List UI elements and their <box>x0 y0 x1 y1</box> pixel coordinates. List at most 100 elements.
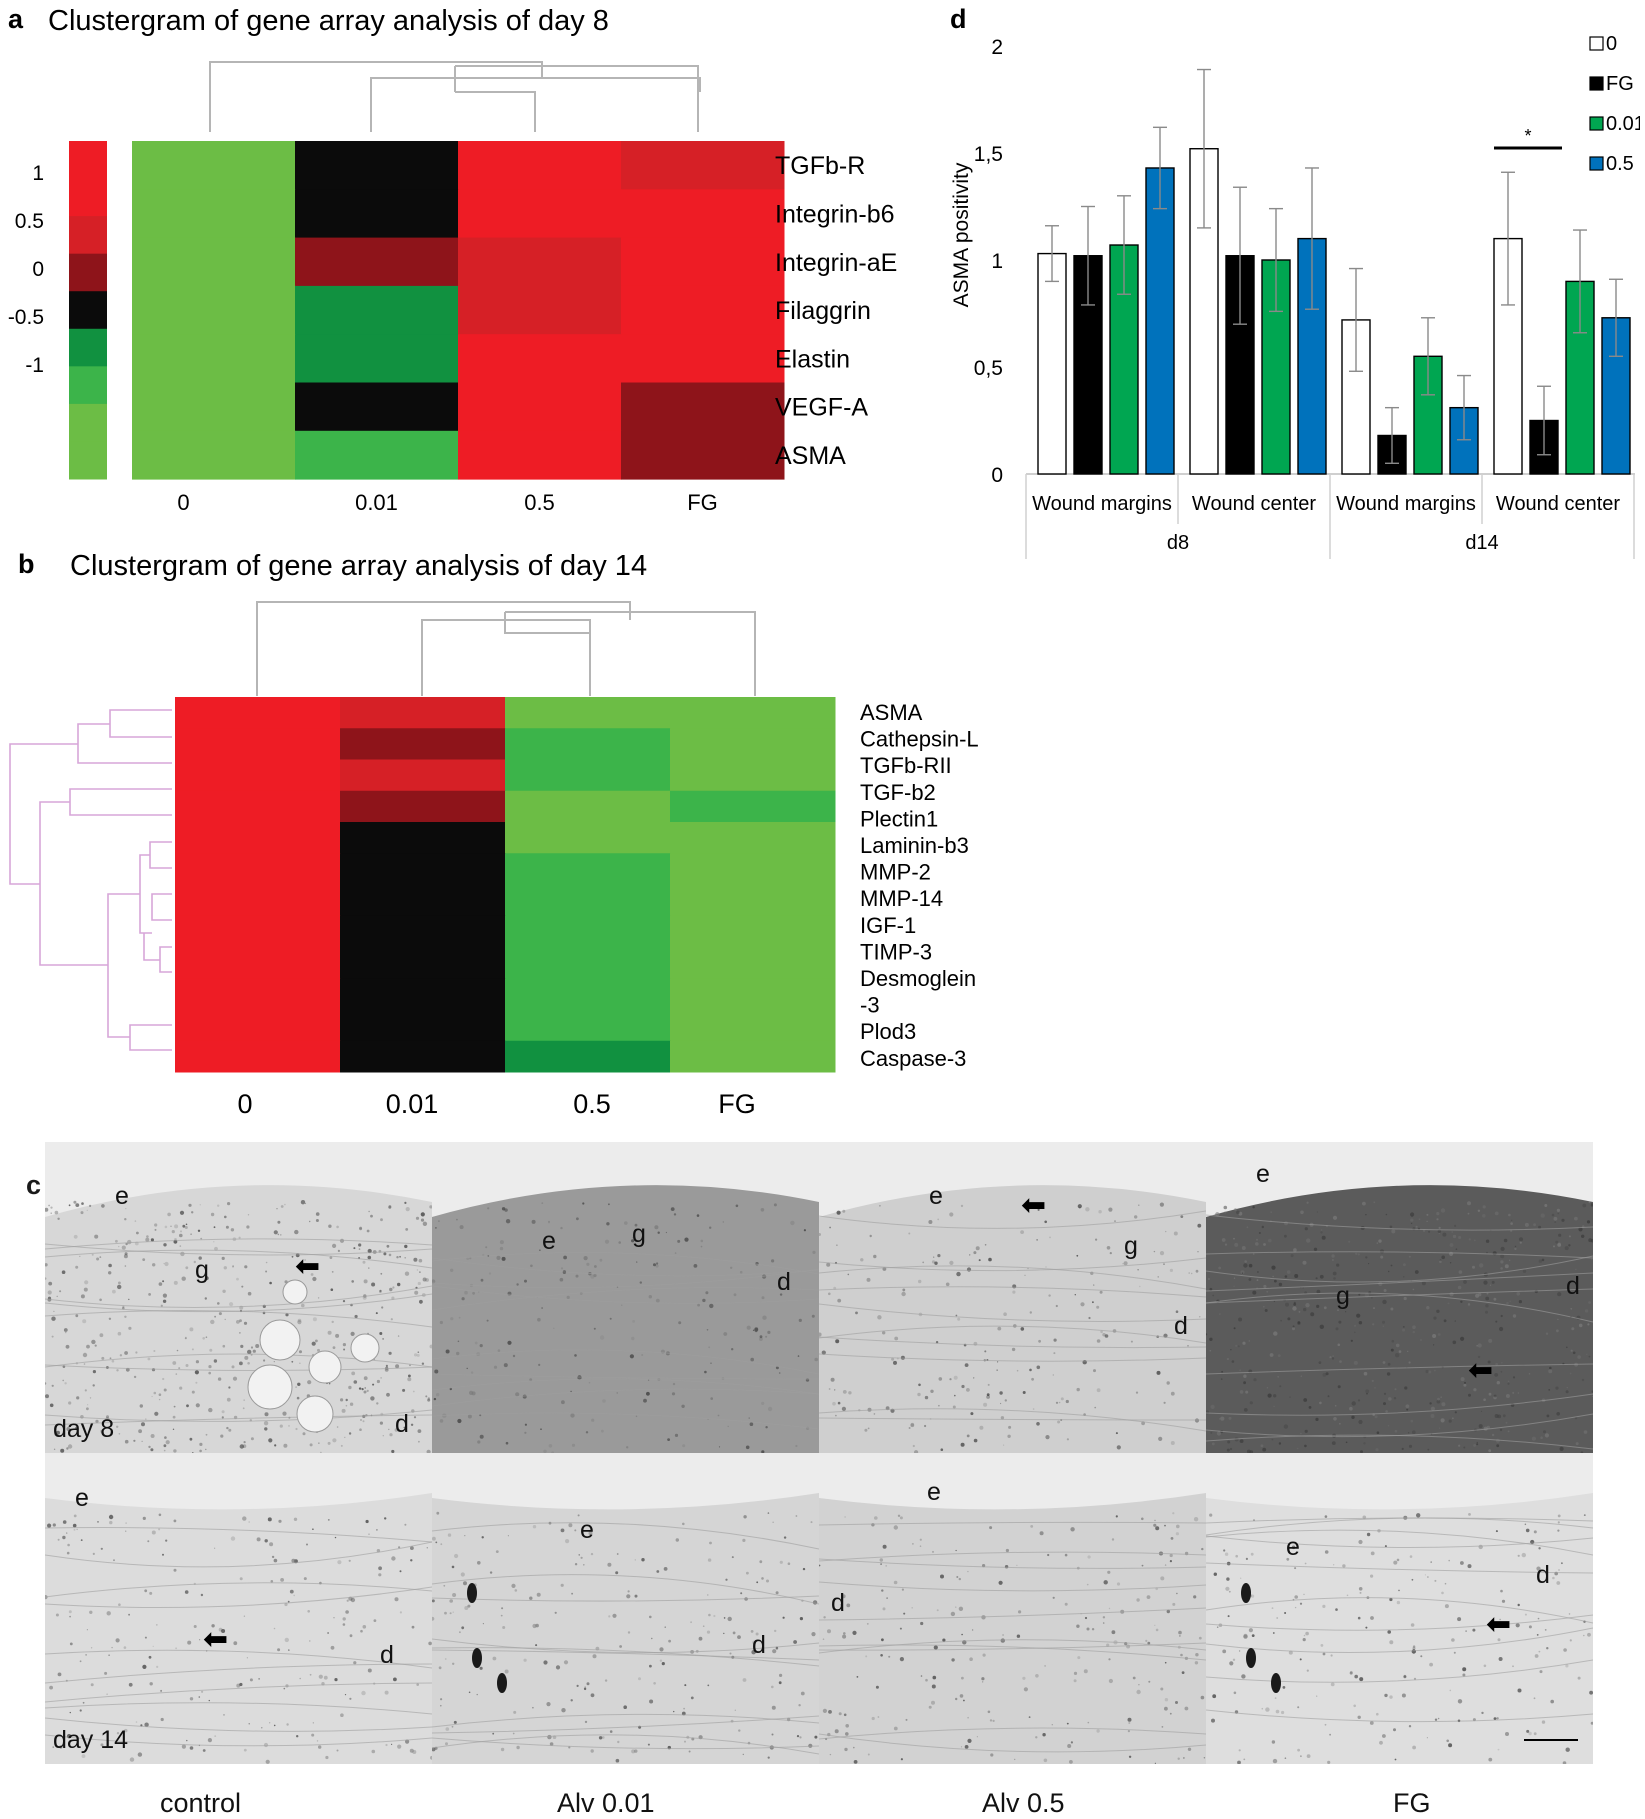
tissue-layer-label: d <box>395 1410 409 1438</box>
arrow-indicator-icon: ⬅ <box>203 1623 229 1656</box>
heatmap-cell <box>132 382 296 432</box>
panel-d-letter: d <box>950 4 967 34</box>
row-label: Cathepsin-L <box>860 727 979 752</box>
column-label: 0 <box>237 1089 252 1119</box>
heatmap-cell <box>458 285 622 335</box>
row-label: Desmoglein <box>860 966 976 991</box>
panel-d-y-axis-label: ASMA positivity <box>950 162 973 307</box>
x-group-label: d8 <box>1167 532 1189 554</box>
tissue-texture <box>819 1142 1206 1453</box>
scale-swatch <box>69 178 107 217</box>
tissue-texture <box>819 1453 1206 1764</box>
column-label: 0 <box>177 490 189 515</box>
heatmap-cell <box>621 430 785 480</box>
heatmap-cell <box>295 141 459 190</box>
legend-label: 0.5 <box>1606 153 1634 175</box>
panel-a-heatmap <box>132 141 785 480</box>
panel-a-dendrogram <box>209 61 701 132</box>
heatmap-cell <box>670 1040 836 1073</box>
heatmap-cell <box>340 1040 506 1073</box>
heatmap-cell <box>132 430 296 480</box>
row-label: Caspase-3 <box>860 1046 966 1071</box>
heatmap-cell <box>670 947 836 979</box>
heatmap-cell <box>458 237 622 287</box>
heatmap-cell <box>505 978 671 1010</box>
bar <box>1037 252 1067 475</box>
row-label: TGF-b2 <box>860 780 936 805</box>
panel-b-row-dendrogram <box>9 709 172 1051</box>
heatmap-cell <box>175 697 341 729</box>
x-category-label: Wound margins <box>1032 493 1172 515</box>
panel-d-axes: 0 0,5 1 1,5 2 Wound margins Wound center Wound … <box>974 36 1635 559</box>
panel-d-bar-chart: d 0 0,5 1 1,5 2 Wound margins Wound center Woun… <box>950 4 1640 559</box>
legend-swatch <box>1589 76 1604 91</box>
panel-a-row-labels: TGFb-R Integrin-b6 Integrin-aE Filaggrin Ela… <box>775 152 897 470</box>
legend-label: 0.01 <box>1606 113 1640 135</box>
heatmap-cell <box>670 697 836 729</box>
heatmap-cell <box>458 382 622 432</box>
heatmap-cell <box>670 884 836 917</box>
day-row-label: day 8 <box>53 1415 115 1443</box>
heatmap-cell <box>295 430 459 480</box>
row-label: ASMA <box>860 700 923 725</box>
heatmap-cell <box>621 334 785 383</box>
heatmap-cell <box>340 884 506 917</box>
y-tick-label: 0,5 <box>974 357 1003 380</box>
panel-b-column-dendrogram <box>256 601 756 696</box>
panel-a-clustergram-day8: a Clustergram of gene array analysis of … <box>8 4 897 515</box>
row-label: Plod3 <box>860 1019 916 1044</box>
heatmap-cell <box>340 697 506 729</box>
scale-tick-label: -0.5 <box>8 306 44 329</box>
y-tick-label: 1 <box>991 250 1003 273</box>
panel-a-title: Clustergram of gene array analysis of da… <box>48 5 609 37</box>
panel-a-letter: a <box>8 4 24 34</box>
heatmap-cell <box>505 759 671 792</box>
row-label: TIMP-3 <box>860 939 932 964</box>
tissue-texture <box>1206 1142 1593 1453</box>
tissue-texture <box>45 1453 432 1764</box>
heatmap-cell <box>340 853 506 885</box>
panel-a-column-labels: 0 0.01 0.5 FG <box>177 490 717 515</box>
tissue-layer-label: e <box>115 1182 129 1210</box>
panel-b-clustergram-day14: b Clustergram of gene array analysis of … <box>9 549 979 1119</box>
heatmap-cell <box>132 334 296 383</box>
scale-swatch <box>69 328 107 367</box>
heatmap-cell <box>458 141 622 190</box>
heatmap-cell <box>175 915 341 948</box>
heatmap-cell <box>505 1009 671 1042</box>
heatmap-cell <box>670 978 836 1010</box>
heatmap-cell <box>505 884 671 917</box>
panel-b-column-labels: 0 0.01 0.5 FG <box>237 1089 755 1119</box>
panel-d-bars: * <box>1037 68 1631 475</box>
row-label: Integrin-b6 <box>775 200 895 228</box>
arrow-indicator-icon: ⬅ <box>1486 1608 1512 1641</box>
heatmap-cell <box>175 947 341 979</box>
tissue-layer-label: d <box>777 1268 791 1296</box>
tissue-layer-label: e <box>75 1484 89 1512</box>
column-caption-alv-001: Alv 0.01 <box>557 1788 655 1818</box>
heatmap-cell <box>505 915 671 948</box>
x-category-label: Wound margins <box>1336 493 1476 515</box>
heatmap-cell <box>621 237 785 287</box>
arrow-indicator-icon: ⬅ <box>1468 1354 1494 1387</box>
heatmap-cell <box>175 1009 341 1042</box>
scale-tick-label: -1 <box>25 354 44 377</box>
heatmap-cell <box>505 853 671 885</box>
heatmap-cell <box>505 697 671 729</box>
tissue-layer-label: d <box>1536 1561 1550 1589</box>
significance-star: * <box>1524 126 1531 146</box>
tissue-layer-label: e <box>929 1182 943 1210</box>
tissue-layer-label: d <box>752 1631 766 1659</box>
panel-a-color-scale <box>69 141 107 480</box>
panel-b-row-labels: ASMACathepsin-LTGFb-RIITGF-b2Plectin1Lam… <box>860 700 979 1071</box>
column-label: 0.5 <box>573 1089 611 1119</box>
heatmap-cell <box>458 430 622 480</box>
heatmap-cell <box>175 759 341 792</box>
heatmap-cell <box>175 884 341 917</box>
column-label: FG <box>718 1089 756 1119</box>
heatmap-cell <box>132 285 296 335</box>
row-label: Plectin1 <box>860 806 938 831</box>
panel-b-heatmap <box>175 697 836 1073</box>
scale-tick-label: 0 <box>32 258 44 281</box>
